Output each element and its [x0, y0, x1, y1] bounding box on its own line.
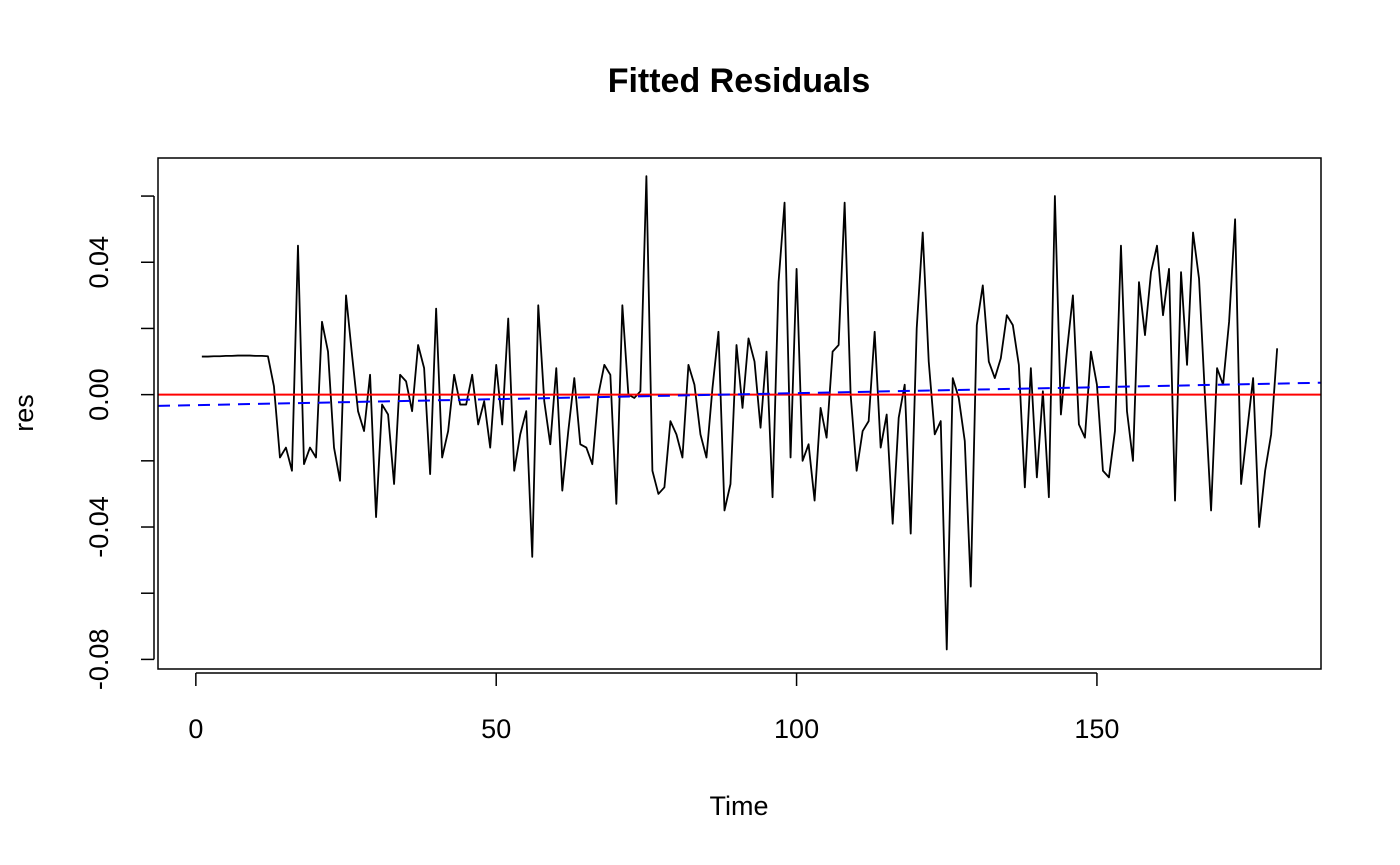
x-tick-label: 0 — [188, 714, 203, 744]
y-tick-label: 0.04 — [84, 236, 114, 289]
y-tick-label: -0.04 — [84, 496, 114, 558]
y-axis: -0.08 -0.04 0.00 0.04 — [84, 195, 155, 691]
x-axis-label: Time — [710, 791, 769, 821]
x-axis: 0 50 100 150 — [188, 672, 1119, 744]
residual-series-line — [201, 175, 1279, 651]
y-axis-label: res — [9, 394, 39, 432]
plot-frame — [157, 157, 1322, 670]
y-tick-label: -0.08 — [84, 629, 114, 691]
y-tick-label: 0.00 — [84, 368, 114, 421]
chart-title: Fitted Residuals — [608, 62, 871, 100]
trend-dashed-line — [158, 381, 1321, 407]
plot-area — [158, 175, 1321, 651]
x-tick-label: 50 — [481, 714, 511, 744]
x-tick-label: 150 — [1074, 714, 1119, 744]
x-tick-label: 100 — [774, 714, 819, 744]
